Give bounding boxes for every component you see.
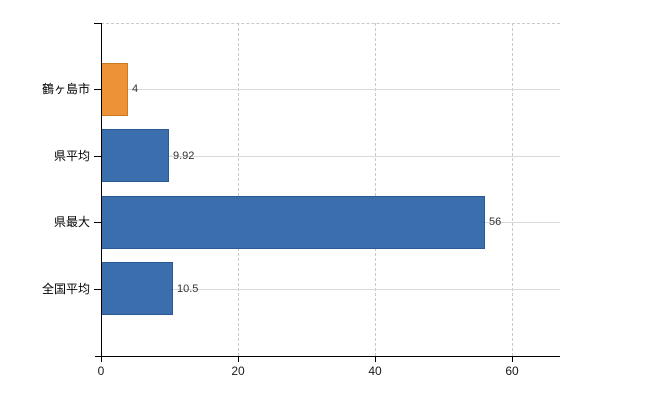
top-boundary-gridline [101,22,560,24]
category-tick [94,222,101,223]
category-tick [94,155,101,157]
bar [101,195,485,249]
category-gridline [101,89,560,90]
bar-value-label: 56 [489,216,502,228]
category-label: 県最大 [53,215,90,229]
bar [101,262,173,315]
vertical-gridline [512,22,513,356]
x-axis-tick [512,356,513,362]
y-axis [101,22,102,356]
bar-value-label: 9.92 [173,149,195,162]
x-tick-label: 60 [505,364,519,378]
x-tick-label: 20 [231,364,245,378]
category-tick [94,288,101,290]
category-gridline [101,288,560,290]
x-tick-label: 0 [97,364,105,378]
y-axis-top-tick [94,22,101,24]
bar-value-label: 10.5 [177,282,199,295]
category-gridline [101,155,560,157]
category-tick [94,89,101,90]
category-label: 全国平均 [41,281,90,296]
x-axis-tick [238,356,239,362]
bar [101,62,128,116]
vertical-gridline [238,22,239,356]
x-axis-tick [101,356,102,362]
vertical-gridline [375,22,376,356]
x-axis-tick [375,356,376,362]
bar [101,129,169,182]
category-label: 県平均 [53,148,90,163]
category-label: 鶴ヶ島市 [41,82,90,96]
x-axis [95,356,560,357]
x-tick-label: 40 [368,364,382,378]
bar-value-label: 4 [132,83,139,95]
